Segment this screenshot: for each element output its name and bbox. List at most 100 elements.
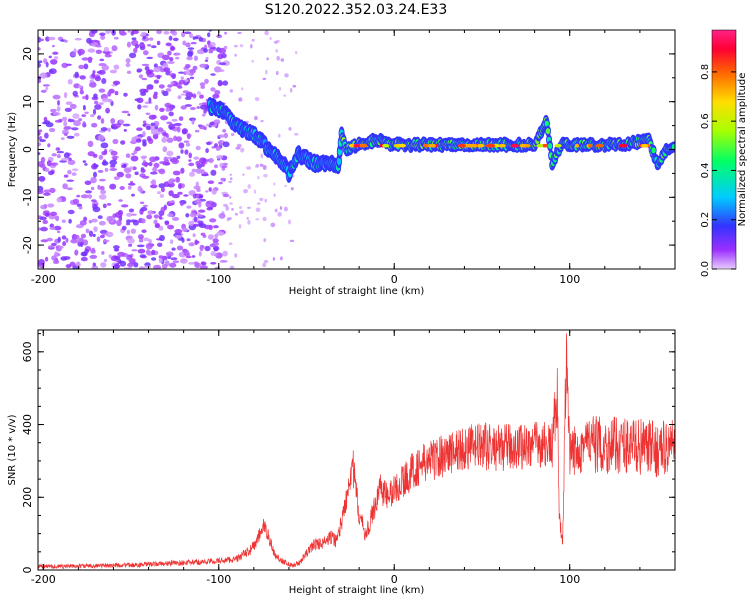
noise-blob — [139, 254, 147, 258]
noise-blob — [216, 34, 223, 39]
noise-blob — [145, 112, 151, 116]
noise-blob — [237, 31, 242, 34]
noise-blob — [39, 139, 46, 143]
noise-blob — [189, 106, 196, 111]
noise-blob — [213, 225, 219, 229]
noise-blob — [183, 31, 192, 35]
noise-blob — [152, 93, 158, 100]
noise-blob — [57, 100, 60, 106]
noise-blob — [139, 187, 144, 194]
noise-blob — [90, 199, 97, 203]
ridge-inner — [651, 147, 656, 154]
noise-blob — [185, 91, 194, 98]
noise-blob — [44, 132, 49, 139]
noise-blob — [136, 127, 143, 131]
noise-blob — [61, 219, 66, 223]
noise-blob — [180, 167, 185, 174]
noise-blob — [180, 105, 187, 110]
noise-blob — [216, 155, 224, 160]
noise-blob — [264, 30, 269, 36]
noise-blob — [198, 209, 206, 213]
noise-blob — [193, 156, 200, 160]
noise-blob — [142, 35, 146, 40]
noise-blob — [218, 47, 226, 54]
noise-blob — [247, 206, 251, 209]
noise-blob — [210, 262, 217, 265]
y-tick-label: 200 — [21, 487, 34, 508]
colorbar-label: Normalized spectral amplitude — [737, 73, 748, 227]
noise-blob — [106, 203, 112, 206]
noise-blob — [39, 38, 45, 42]
noise-blob — [67, 157, 72, 161]
noise-blob — [171, 118, 178, 122]
noise-blob — [143, 237, 150, 242]
noise-blob — [88, 230, 94, 237]
noise-blob — [191, 168, 197, 173]
noise-blob — [101, 251, 105, 255]
noise-blob — [119, 260, 123, 264]
noise-blob — [100, 118, 105, 124]
noise-blob — [94, 100, 99, 105]
noise-blob — [82, 121, 86, 127]
noise-blob — [193, 216, 198, 223]
noise-blob — [82, 160, 87, 163]
noise-blob — [49, 223, 54, 228]
noise-blob — [114, 91, 119, 96]
noise-blob — [143, 50, 149, 56]
noise-blob — [67, 169, 72, 175]
noise-blob — [72, 113, 80, 119]
noise-blob — [61, 157, 69, 161]
noise-blob — [158, 215, 162, 220]
noise-blob — [80, 233, 87, 239]
noise-blob — [168, 111, 174, 117]
noise-blob — [140, 91, 147, 96]
noise-blob — [172, 37, 179, 42]
noise-blob — [146, 56, 153, 60]
noise-blob — [177, 191, 183, 195]
noise-blob — [183, 249, 190, 256]
noise-blob — [158, 84, 165, 89]
noise-blob — [214, 164, 218, 169]
noise-blob — [45, 256, 49, 262]
noise-blob — [74, 249, 79, 256]
noise-blob — [240, 147, 245, 153]
noise-blob — [204, 78, 209, 84]
noise-blob — [205, 56, 209, 60]
noise-blob — [138, 266, 145, 269]
noise-blob — [91, 218, 98, 223]
noise-blob — [162, 146, 168, 153]
noise-blob — [146, 136, 152, 142]
noise-blob — [61, 235, 67, 240]
ridge-peak — [359, 143, 368, 148]
noise-blob — [246, 217, 249, 220]
noise-blob — [284, 184, 287, 187]
noise-blob — [102, 239, 110, 243]
noise-blob — [201, 173, 209, 177]
noise-blob — [189, 171, 195, 177]
noise-blob — [208, 157, 214, 164]
noise-blob — [199, 265, 208, 269]
noise-blob — [166, 121, 173, 125]
noise-blob — [257, 176, 260, 180]
noise-blob — [192, 233, 196, 238]
noise-blob — [144, 66, 150, 71]
noise-blob — [280, 58, 285, 62]
noise-blob — [151, 257, 157, 261]
noise-blob — [129, 52, 137, 59]
colorbar-frame — [711, 29, 737, 270]
noise-blob — [52, 51, 59, 55]
noise-blob — [154, 223, 160, 228]
noise-blob — [69, 103, 77, 110]
noise-blob — [93, 162, 97, 169]
noise-blob — [198, 37, 204, 42]
noise-blob — [192, 65, 198, 71]
noise-blob — [66, 135, 75, 139]
noise-blob — [50, 59, 58, 65]
noise-blob — [42, 219, 48, 225]
noise-blob — [256, 163, 259, 167]
noise-blob — [166, 156, 173, 160]
noise-blob — [166, 150, 174, 157]
noise-blob — [262, 216, 267, 222]
noise-blob — [206, 207, 213, 211]
noise-blob — [92, 206, 101, 213]
